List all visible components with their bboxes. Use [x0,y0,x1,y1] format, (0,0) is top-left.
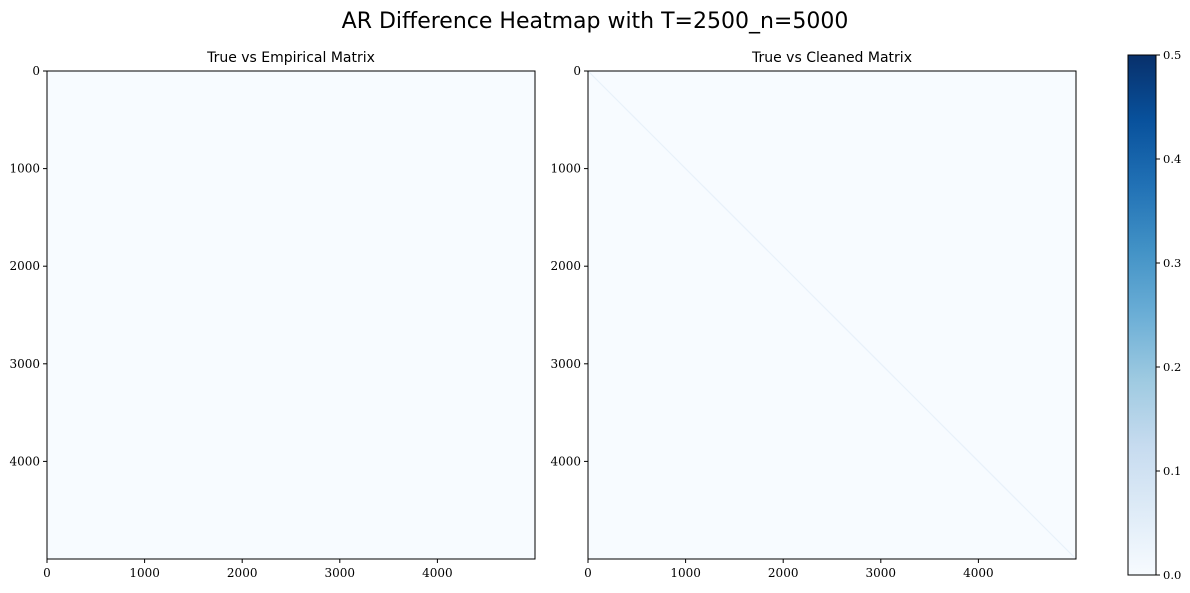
x-tick-label: 0 [43,566,51,580]
colorbar-frame [1127,54,1157,576]
colorbar-tick-label: 0.2 [1163,360,1181,374]
colorbar: 0.0 0.1 0.2 0.3 0.4 0.5 [1127,48,1181,582]
x-tick-label: 3000 [866,566,897,580]
y-tick-label: 0 [573,64,581,78]
y-tick-label: 0 [32,64,40,78]
x-tick-label: 0 [584,566,592,580]
x-tick-label: 2000 [768,566,799,580]
colorbar-tick-label: 0.0 [1163,568,1181,582]
figure-title: AR Difference Heatmap with T=2500_n=5000 [342,9,849,34]
colorbar-tick-label: 0.5 [1163,48,1181,62]
panels: True vs Empirical Matrix 0 1000 2000 3000 400… [9,50,1077,580]
y-tick-label: 2000 [9,259,40,273]
y-tick-label: 4000 [9,454,40,468]
axes-frame [587,70,1077,560]
colorbar-tick-label: 0.3 [1163,256,1181,270]
x-tick-label: 2000 [227,566,258,580]
colorbar-tick-label: 0.1 [1163,464,1181,478]
x-tick-label: 3000 [325,566,356,580]
panel-title: True vs Empirical Matrix [206,50,375,66]
colorbar-gradient [1128,55,1156,575]
x-tick-label: 4000 [422,566,453,580]
x-tick-label: 1000 [670,566,701,580]
y-tick-label: 1000 [9,162,40,176]
heatmap-diagonal [587,70,1077,560]
axes-frame [46,70,536,560]
heatmap-panel-2: True vs Cleaned Matrix 0 1000 2000 3000 4000 0… [550,50,1077,580]
y-tick-label: 1000 [550,162,581,176]
x-tick-label: 1000 [129,566,160,580]
y-tick-label: 3000 [9,357,40,371]
y-tick-label: 4000 [550,454,581,468]
y-tick-label: 2000 [550,259,581,273]
heatmap-panel-1: True vs Empirical Matrix 0 1000 2000 3000 400… [9,50,536,580]
heatmap-image [47,71,535,559]
colorbar-tick-label: 0.4 [1163,152,1181,166]
y-tick-label: 3000 [550,357,581,371]
panel-title: True vs Cleaned Matrix [751,50,912,66]
x-tick-label: 4000 [963,566,994,580]
